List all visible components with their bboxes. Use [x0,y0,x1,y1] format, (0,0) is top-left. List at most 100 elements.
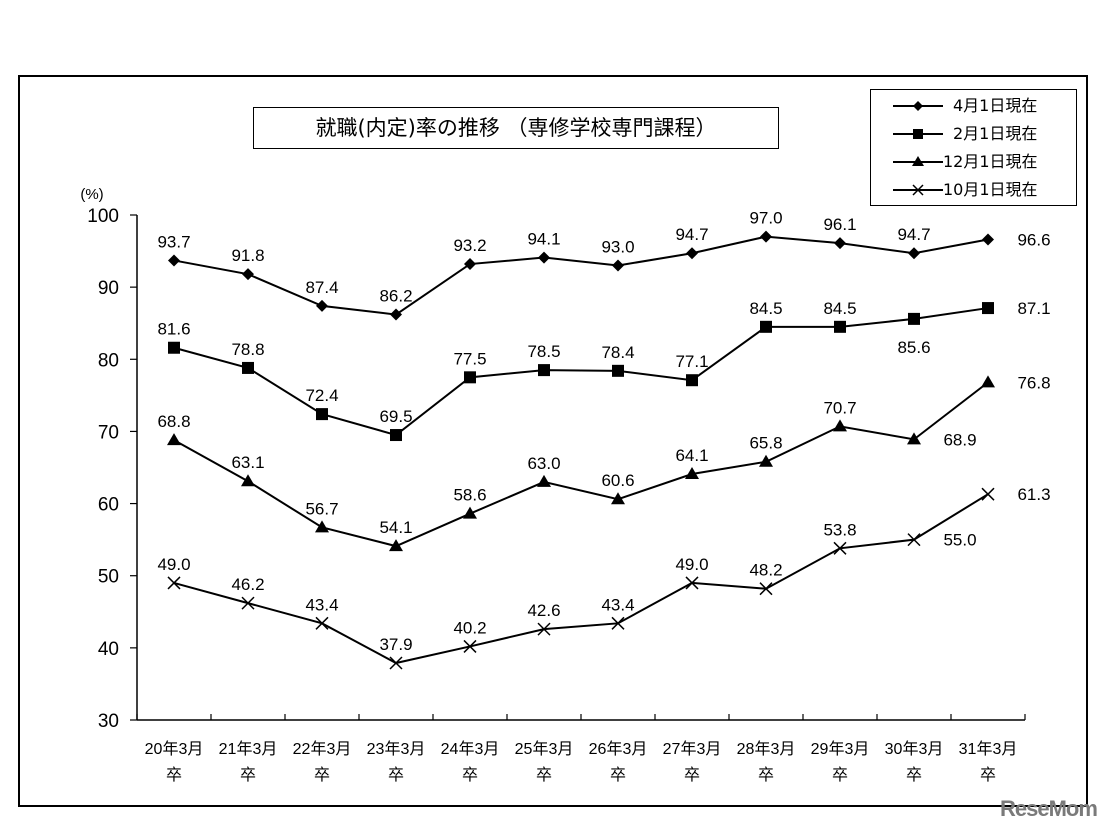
data-label: 54.1 [379,518,412,537]
x-tick-label: 卒 [980,766,996,784]
x-tick-label: 卒 [610,766,626,784]
y-tick-label: 30 [98,711,119,732]
data-label: 46.2 [231,575,264,594]
data-label: 78.4 [601,343,634,362]
data-label: 85.6 [897,338,930,357]
triangle-marker [463,506,477,519]
data-label: 86.2 [379,287,412,306]
data-label: 77.1 [675,352,708,371]
y-unit-label: (%) [80,186,103,203]
data-label: 97.0 [749,209,782,228]
data-label: 49.0 [157,555,190,574]
series-line [173,493,989,665]
square-marker [242,361,254,374]
x-tick-label: 卒 [388,766,404,784]
x-tick-label: 卒 [314,766,330,784]
data-label: 91.8 [231,246,264,265]
x-tick-label: 27年3月 [663,740,722,758]
data-label: 49.0 [675,555,708,574]
legend-label: 10月1日現在 [943,180,1038,199]
data-label: 96.1 [823,215,856,234]
x-tick-label: 卒 [536,766,552,784]
y-tick-label: 80 [98,350,119,371]
x-tick-label: 29年3月 [811,740,870,758]
data-label: 77.5 [453,349,486,368]
x-tick-label: 卒 [166,766,182,784]
diamond-marker [316,299,328,312]
x-marker [167,576,181,590]
y-tick-label: 60 [98,495,119,516]
triangle-marker-icon [893,156,943,166]
series-line [173,381,989,548]
legend-item-feb1: 2月1日現在 [871,120,1076,148]
x-tick-label: 25年3月 [515,740,574,758]
y-tick-label: 100 [87,206,119,227]
x-tick-label: 卒 [832,766,848,784]
x-tick-label: 24年3月 [441,740,500,758]
data-label: 60.6 [601,471,634,490]
square-marker [316,408,328,421]
square-marker [982,302,994,315]
legend-label: 12月1日現在 [943,152,1038,171]
chart-title: 就職(内定)率の推移 （専修学校専門課程） [253,107,779,149]
triangle-marker [611,492,625,505]
data-label: 93.7 [157,232,190,251]
diamond-marker [908,247,920,260]
y-tick-label: 70 [98,422,119,443]
x-tick-label: 28年3月 [737,740,796,758]
triangle-marker [389,539,403,552]
data-label: 61.3 [1017,485,1050,504]
square-marker [612,364,624,377]
triangle-marker [685,466,699,479]
chart-frame [18,75,1088,807]
legend-label: 2月1日現在 [953,124,1038,143]
triangle-marker [981,375,995,388]
x-tick-label: 30年3月 [885,740,944,758]
data-label: 84.5 [749,299,782,318]
diamond-marker [538,251,550,264]
data-label: 70.7 [823,398,856,417]
diamond-marker [242,268,254,281]
data-label: 43.4 [305,595,338,614]
series-line [173,235,989,316]
data-label: 93.0 [601,238,634,257]
y-tick-label: 90 [98,278,119,299]
x-marker [315,616,329,630]
square-marker [168,341,180,354]
data-label: 37.9 [379,635,412,654]
data-label: 63.1 [231,453,264,472]
triangle-marker [167,433,181,446]
legend-item-apr1: 4月1日現在 [871,92,1076,120]
diamond-marker [464,258,476,271]
data-label: 55.0 [943,531,976,550]
x-marker [389,656,403,670]
square-marker [686,374,698,387]
diamond-marker [834,237,846,250]
x-tick-label: 卒 [462,766,478,784]
legend-label: 4月1日現在 [953,96,1038,115]
data-label: 58.6 [453,486,486,505]
x-marker-icon [893,184,943,196]
square-marker [760,320,772,333]
data-label: 87.4 [305,278,338,297]
triangle-marker [759,454,773,467]
x-tick-label: 20年3月 [145,740,204,758]
x-marker [463,639,477,653]
y-tick-label: 40 [98,639,119,660]
diamond-marker [612,259,624,272]
diamond-marker [982,233,994,246]
square-marker-icon [893,129,943,139]
x-tick-label: 23年3月 [367,740,426,758]
resemom-watermark: ReseMom [1000,796,1098,821]
x-tick-label: 21年3月 [219,740,278,758]
diamond-marker [686,247,698,260]
data-label: 76.8 [1017,373,1050,392]
data-label: 56.7 [305,499,338,518]
x-tick-label: 卒 [758,766,774,784]
x-marker [685,576,699,590]
diamond-marker [390,308,402,321]
legend-item-oct1: 10月1日現在 [871,176,1076,204]
x-marker [907,533,921,547]
x-marker [759,582,773,596]
